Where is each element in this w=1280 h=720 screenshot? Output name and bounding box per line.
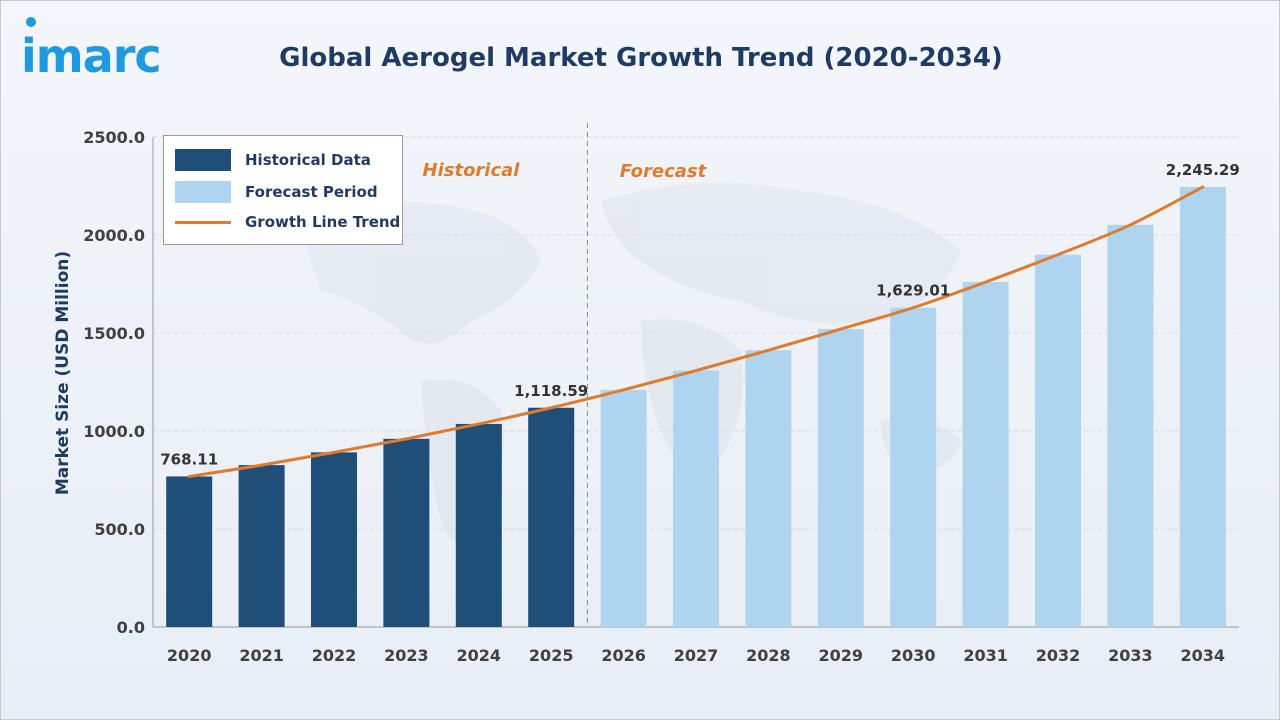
x-tick-label-2033: 2033 — [1108, 646, 1153, 665]
x-tick-label-2029: 2029 — [819, 646, 864, 665]
y-tick-label: 1500.0 — [83, 324, 145, 343]
bar-historical-2022 — [311, 452, 357, 627]
y-tick-label: 2500.0 — [83, 128, 145, 147]
imarc-logo: imarc — [21, 29, 162, 83]
legend-item-forecast: Forecast Period — [175, 180, 378, 204]
legend-item-historical: Historical Data — [175, 148, 371, 172]
legend-item-trend: Growth Line Trend — [175, 210, 400, 234]
data-label-2025: 1,118.59 — [514, 382, 588, 400]
legend-label-trend: Growth Line Trend — [245, 213, 401, 231]
legend-swatch-forecast — [175, 181, 231, 203]
bar-forecast-2028 — [745, 350, 792, 627]
growth-trend-line — [187, 185, 1205, 478]
bar-forecast-2034 — [1179, 186, 1226, 627]
x-tick-label-2030: 2030 — [891, 646, 936, 665]
x-tick-label-2034: 2034 — [1181, 646, 1226, 665]
x-tick-label-2027: 2027 — [674, 646, 719, 665]
x-tick-label-2026: 2026 — [601, 646, 646, 665]
x-tick-label-2022: 2022 — [312, 646, 357, 665]
chart-title: Global Aerogel Market Growth Trend (2020… — [279, 43, 1003, 73]
x-tick-label-2020: 2020 — [167, 646, 212, 665]
data-label-2020: 768.11 — [160, 450, 218, 468]
bar-historical-2021 — [238, 465, 285, 627]
bar-forecast-2030 — [890, 307, 937, 627]
legend-label-forecast: Forecast Period — [245, 183, 378, 201]
x-tick-label-2021: 2021 — [239, 646, 284, 665]
bar-historical-2024 — [455, 423, 502, 627]
bar-forecast-2031 — [962, 282, 1009, 627]
region-label-historical: Historical — [423, 160, 521, 181]
x-tick-label-2031: 2031 — [963, 646, 1008, 665]
y-axis-label: Market Size (USD Million) — [53, 251, 73, 495]
legend-swatch-trend — [175, 220, 231, 224]
y-tick-label: 1000.0 — [83, 422, 145, 441]
logo-dot — [26, 17, 36, 27]
bar-historical-2020 — [166, 476, 213, 627]
y-tick-label: 0.0 — [117, 618, 145, 637]
bar-forecast-2033 — [1107, 224, 1154, 628]
x-tick-label-2028: 2028 — [746, 646, 791, 665]
bar-historical-2025 — [528, 407, 575, 627]
bar-forecast-2029 — [817, 329, 864, 627]
legend-swatch-historical — [175, 149, 231, 171]
bar-forecast-2032 — [1035, 254, 1081, 627]
y-tick-label: 500.0 — [94, 520, 145, 539]
bar-forecast-2026 — [600, 389, 647, 627]
data-label-2030: 1,629.01 — [876, 282, 950, 300]
y-tick-label: 2000.0 — [83, 226, 145, 245]
x-tick-label-2024: 2024 — [457, 646, 502, 665]
legend-label-historical: Historical Data — [245, 151, 371, 169]
x-tick-label-2025: 2025 — [529, 646, 574, 665]
legend: Historical Data Forecast Period Growth L… — [163, 135, 403, 245]
bar-historical-2023 — [383, 438, 430, 627]
bar-forecast-2027 — [673, 370, 719, 627]
x-tick-label-2023: 2023 — [384, 646, 429, 665]
data-label-2034: 2,245.29 — [1166, 161, 1240, 179]
x-tick-label-2032: 2032 — [1036, 646, 1081, 665]
region-label-forecast: Forecast — [620, 161, 708, 182]
